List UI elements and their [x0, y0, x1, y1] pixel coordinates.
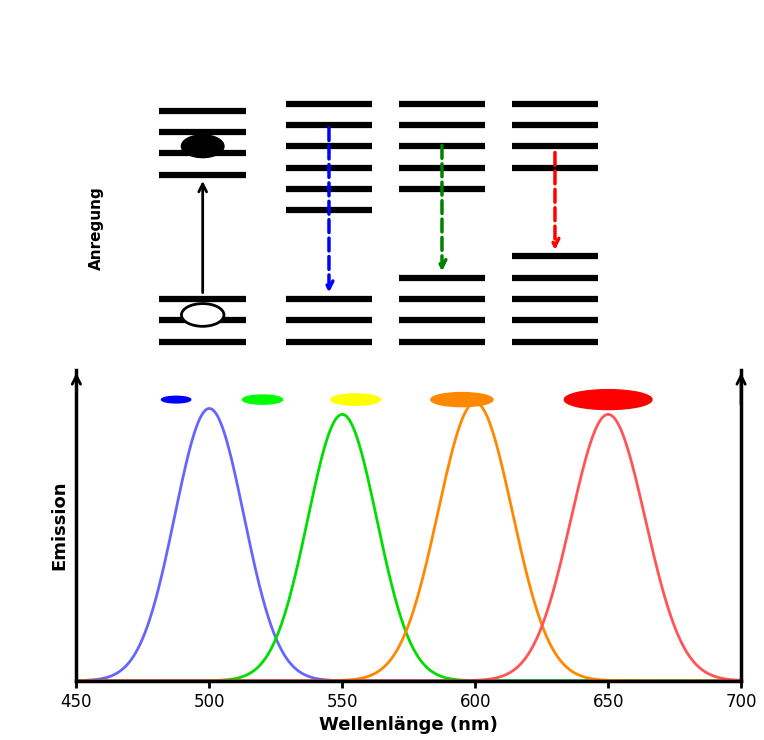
- Ellipse shape: [161, 397, 191, 403]
- Ellipse shape: [331, 394, 380, 406]
- Ellipse shape: [242, 395, 283, 404]
- Ellipse shape: [565, 390, 652, 409]
- X-axis label: Wellenlänge (nm): Wellenlänge (nm): [319, 716, 498, 734]
- Y-axis label: Emission: Emission: [50, 481, 68, 570]
- Circle shape: [181, 135, 224, 158]
- Ellipse shape: [431, 392, 493, 407]
- Text: Anregung: Anregung: [89, 186, 104, 270]
- Circle shape: [181, 303, 224, 326]
